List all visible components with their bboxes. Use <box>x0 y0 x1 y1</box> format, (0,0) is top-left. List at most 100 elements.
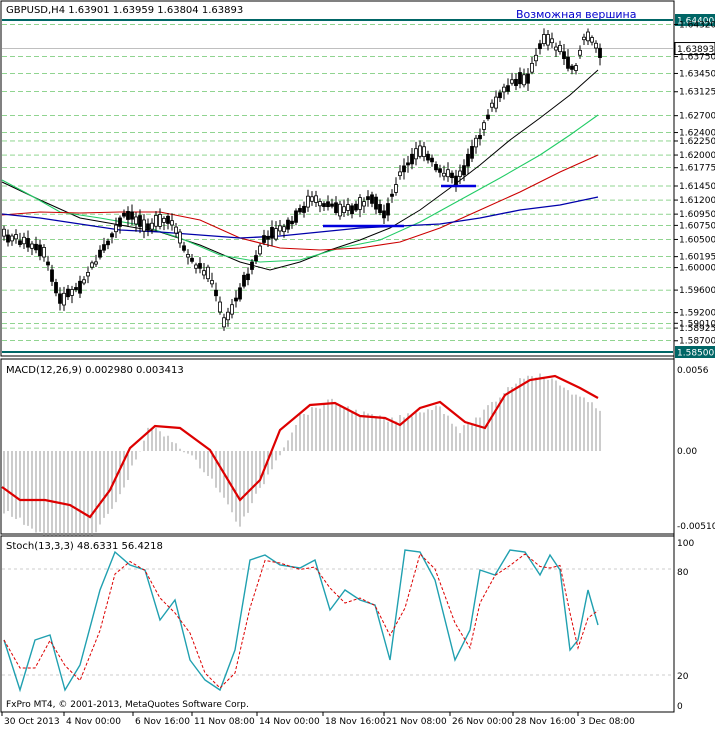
candle <box>466 148 470 174</box>
price-axis-label: 1.63125 <box>679 88 715 98</box>
macd-signal-line <box>1 374 599 519</box>
candle <box>142 214 146 239</box>
candle <box>510 72 514 86</box>
price-tag: 1.63893 <box>674 42 715 56</box>
candle <box>390 189 394 203</box>
candle <box>226 307 230 327</box>
candle <box>430 154 434 167</box>
candle <box>270 220 274 247</box>
price-axis-label: 1.61450 <box>679 182 715 192</box>
candle <box>182 241 186 253</box>
candle <box>470 139 474 162</box>
candle <box>122 209 126 219</box>
candle <box>214 282 218 302</box>
candle <box>586 28 590 46</box>
candle <box>210 272 214 288</box>
candle <box>354 200 358 213</box>
time-axis: 30 Oct 2013 4 Nov 00:00 6 Nov 16:00 11 Nov … <box>1 712 635 727</box>
price-axis-label: 1.64320 <box>679 21 715 31</box>
candle <box>66 285 70 301</box>
candle <box>298 204 302 215</box>
time-axis-label: 28 Nov 16:00 <box>515 717 576 727</box>
candle <box>502 83 506 100</box>
price-axis-label: 1.61200 <box>679 196 715 206</box>
candle <box>530 56 534 75</box>
stoch-label-100: 100 <box>677 539 694 549</box>
candle <box>90 260 94 270</box>
candle <box>190 253 194 264</box>
candle <box>482 120 486 136</box>
stoch-label-20: 20 <box>677 672 689 682</box>
candle <box>154 211 158 232</box>
candle <box>238 283 242 302</box>
price-tag: 1.58500 <box>675 346 715 359</box>
price-axis-label: 1.59200 <box>679 309 715 319</box>
candle <box>326 195 330 211</box>
time-axis-label: 18 Nov 16:00 <box>325 717 386 727</box>
candle <box>22 232 26 250</box>
price-chart-pane[interactable]: GBPUSD,H4 1.63901 1.63959 1.63804 1.6389… <box>0 0 675 357</box>
time-axis-label: 3 Dec 08:00 <box>580 717 635 727</box>
candle <box>582 33 586 45</box>
candle <box>74 282 78 293</box>
candle <box>274 221 278 242</box>
candle <box>18 232 22 248</box>
candle <box>218 296 222 315</box>
time-axis-label: 26 Nov 00:00 <box>452 717 513 727</box>
price-axis-label: 1.59010 <box>679 319 715 329</box>
candle <box>422 141 426 162</box>
candle <box>506 78 510 95</box>
candle <box>246 267 250 286</box>
candle <box>550 32 554 48</box>
price-axis-label: 1.60195 <box>679 253 715 263</box>
candle <box>498 89 502 103</box>
price-axis-label: 1.61775 <box>679 164 715 174</box>
candle <box>10 233 14 246</box>
candle <box>386 197 390 222</box>
candle <box>426 150 430 164</box>
candle <box>514 73 518 91</box>
candle <box>542 28 546 47</box>
ma-blue <box>1 196 599 239</box>
price-axis-label: 1.58925 <box>679 324 715 334</box>
candle <box>62 286 66 311</box>
candle <box>58 287 62 311</box>
candle <box>278 220 282 236</box>
price-axis-label: 1.60750 <box>679 221 715 231</box>
price-axis-label: 1.60950 <box>679 210 715 220</box>
candle <box>94 254 98 267</box>
candle <box>374 193 378 215</box>
candle <box>322 201 326 211</box>
candle <box>2 225 6 241</box>
macd-pane[interactable]: MACD(12,26,9) 0.002980 0.003413 0.0056 0… <box>0 358 715 546</box>
candle <box>106 238 110 250</box>
time-axis-label: 21 Nov 08:00 <box>386 717 447 727</box>
candle <box>86 266 90 284</box>
price-axis-label: 1.58700 <box>679 337 715 347</box>
candle <box>82 276 86 286</box>
candle <box>70 285 74 304</box>
candle <box>26 230 30 252</box>
candle <box>110 231 114 244</box>
candle <box>566 49 570 72</box>
candle <box>338 200 342 220</box>
horizontal-levels <box>2 19 673 353</box>
candle <box>518 67 522 89</box>
price-axis-label: 1.62250 <box>679 137 715 147</box>
candle <box>306 189 310 212</box>
candle <box>570 63 574 75</box>
stochastic-pane[interactable]: Stoch(13,3,3) 48.6331 56.4218 100 80 20 … <box>0 535 694 713</box>
candle <box>594 40 598 53</box>
candle <box>366 190 370 207</box>
price-axis-label: 1.60000 <box>679 264 715 274</box>
candle <box>54 278 58 297</box>
candle <box>186 249 190 265</box>
price-axis-label: 1.63450 <box>679 69 715 79</box>
candle <box>554 42 558 57</box>
time-axis-label: 30 Oct 2013 <box>4 717 60 727</box>
possible-top-annotation: Возможная вершина <box>516 8 637 21</box>
candle <box>474 134 478 154</box>
candle <box>558 40 562 55</box>
candle <box>170 213 174 231</box>
candle <box>126 206 130 227</box>
